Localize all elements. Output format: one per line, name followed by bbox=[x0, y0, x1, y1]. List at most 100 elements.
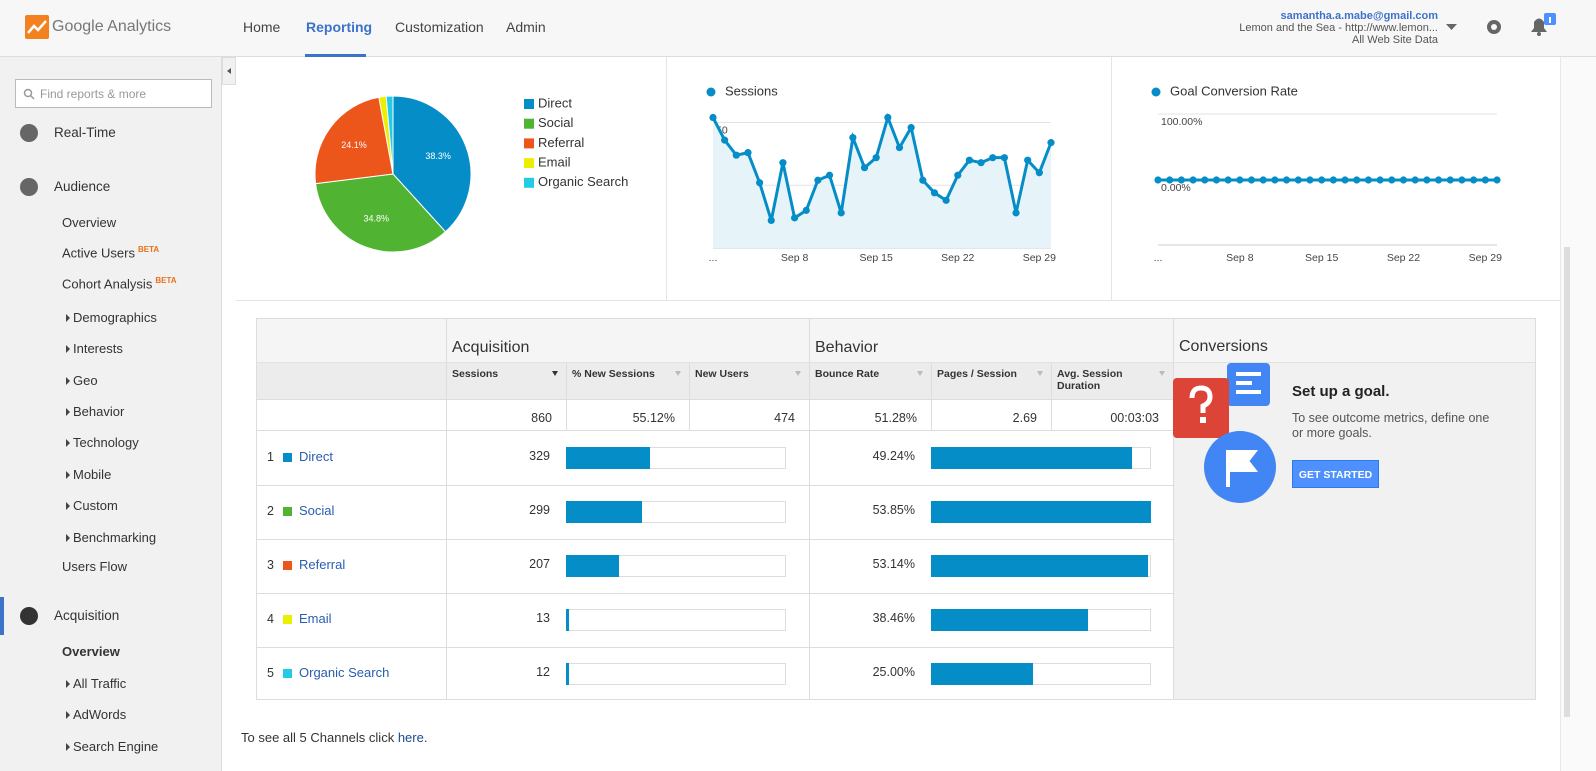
search-box[interactable]: Find reports & more bbox=[15, 79, 212, 108]
table: Acquisition Behavior Conversions Sessions 86… bbox=[256, 318, 1536, 700]
section-label[interactable]: Audience bbox=[54, 179, 111, 194]
nav-link-label[interactable]: Technology bbox=[73, 435, 139, 450]
rank: 3 bbox=[267, 558, 274, 572]
row-swatch bbox=[283, 453, 292, 462]
nav-item[interactable]: Admin bbox=[506, 19, 546, 35]
nav-link[interactable]: Overview bbox=[62, 215, 116, 230]
nav-item[interactable]: Customization bbox=[395, 19, 484, 35]
column-header[interactable]: Bounce Rate bbox=[815, 368, 880, 380]
total-value: 2.69 bbox=[1012, 411, 1037, 425]
row-swatch bbox=[283, 615, 292, 624]
nav-link-label[interactable]: Active Users bbox=[62, 245, 135, 261]
total-value: 51.28% bbox=[874, 411, 917, 425]
nav-link[interactable]: AdWords bbox=[73, 707, 126, 722]
col-divider bbox=[446, 319, 447, 699]
column-header[interactable]: Sessions bbox=[452, 368, 499, 380]
settings-icon[interactable] bbox=[1484, 17, 1504, 37]
bar bbox=[931, 609, 1089, 631]
account-email[interactable]: samantha.a.mabe@gmail.com bbox=[1280, 10, 1438, 22]
account-dropdown[interactable] bbox=[1446, 24, 1457, 31]
subheader-bg bbox=[257, 363, 1173, 399]
conversions-bg bbox=[1173, 363, 1535, 699]
section-label[interactable]: Real-Time bbox=[54, 125, 116, 140]
nav-link-label[interactable]: Users Flow bbox=[62, 559, 128, 574]
sort-arrow[interactable] bbox=[1159, 371, 1165, 376]
nav-link[interactable]: Overview bbox=[62, 644, 120, 659]
nav-link-label[interactable]: Interests bbox=[73, 341, 123, 356]
nav-link-label[interactable]: Custom bbox=[73, 498, 118, 513]
nav-link[interactable]: Active Users BETA bbox=[62, 245, 159, 260]
divider bbox=[1111, 57, 1112, 301]
logo-text: Google Analytics bbox=[52, 18, 172, 35]
sessions: 299 bbox=[529, 503, 550, 517]
column-header[interactable]: New Users bbox=[695, 368, 749, 380]
nav-link-label[interactable]: Geo bbox=[73, 373, 98, 388]
nav-link[interactable]: Behavior bbox=[73, 404, 124, 419]
bar bbox=[931, 555, 1149, 577]
sort-arrow[interactable] bbox=[917, 371, 923, 376]
notifications-icon[interactable] bbox=[1527, 12, 1557, 38]
get-started-button[interactable]: GET STARTED bbox=[1292, 460, 1379, 488]
channel-link[interactable]: Referral bbox=[299, 557, 346, 572]
nav-link[interactable]: Custom bbox=[73, 498, 118, 513]
col-divider bbox=[809, 319, 810, 699]
nav-link-label[interactable]: Mobile bbox=[73, 467, 112, 482]
nav-link[interactable]: Interests bbox=[73, 341, 123, 356]
nav-link[interactable]: Geo bbox=[73, 373, 98, 388]
nav-link[interactable]: Cohort Analysis BETA bbox=[62, 276, 177, 291]
nav-link-label[interactable]: AdWords bbox=[73, 707, 127, 722]
nav-link-label[interactable]: All Traffic bbox=[73, 676, 127, 691]
nav-link-label[interactable]: Overview bbox=[62, 644, 120, 659]
nav-link[interactable]: Search Engine bbox=[73, 739, 158, 754]
nav-link-label[interactable]: Search Engine bbox=[73, 739, 159, 754]
nav-link-label[interactable]: Benchmarking bbox=[73, 530, 157, 545]
account-view[interactable]: All Web Site Data bbox=[1351, 34, 1438, 46]
nav-link-label[interactable]: Cohort Analysis bbox=[62, 276, 153, 292]
expand-arrow bbox=[66, 743, 70, 751]
channel-link[interactable]: Email bbox=[299, 611, 332, 626]
charts-panel bbox=[236, 57, 1560, 301]
nav-link-label[interactable]: Behavior bbox=[73, 404, 125, 419]
channel-link[interactable]: Social bbox=[299, 503, 335, 518]
scroll-thumb[interactable] bbox=[1564, 247, 1570, 717]
channel-link[interactable]: Direct bbox=[299, 449, 333, 464]
bar bbox=[566, 609, 570, 631]
badge: BETA bbox=[155, 276, 177, 285]
column-header[interactable]: Pages / Session bbox=[937, 368, 1017, 380]
scrollbar[interactable] bbox=[1560, 57, 1596, 771]
sidebar-toggle[interactable] bbox=[222, 57, 236, 85]
selected-marker bbox=[0, 597, 4, 635]
nav-link[interactable]: Demographics bbox=[73, 310, 157, 325]
nav-link[interactable]: All Traffic bbox=[73, 676, 126, 691]
column-header[interactable]: % New Sessions bbox=[572, 368, 655, 380]
nav-link[interactable]: Benchmarking bbox=[73, 530, 156, 545]
nav-item[interactable]: Reporting bbox=[306, 19, 373, 35]
nav-link-label[interactable]: Demographics bbox=[73, 310, 157, 325]
bar bbox=[931, 447, 1133, 469]
sort-arrow[interactable] bbox=[1037, 371, 1043, 376]
bounce-rate: 49.24% bbox=[872, 449, 915, 463]
sort-arrow[interactable] bbox=[675, 371, 681, 376]
footer-link[interactable]: here bbox=[397, 730, 424, 745]
footer-end: . bbox=[423, 730, 428, 745]
nav-link[interactable]: Mobile bbox=[73, 467, 111, 482]
rank: 2 bbox=[267, 504, 274, 518]
nav-item[interactable]: Home bbox=[243, 19, 281, 35]
nav-link-label[interactable]: Overview bbox=[62, 215, 117, 230]
sort-arrow[interactable] bbox=[552, 371, 558, 376]
column-header[interactable]: Avg. Session Duration bbox=[1057, 368, 1123, 392]
channel-link[interactable]: Organic Search bbox=[299, 665, 390, 680]
sessions: 13 bbox=[536, 611, 550, 625]
rank: 5 bbox=[267, 666, 274, 680]
account-property[interactable]: Lemon and the Sea - http://www.lemon... bbox=[1239, 22, 1438, 34]
group-header: Acquisition bbox=[452, 339, 530, 356]
sort-arrow[interactable] bbox=[795, 371, 801, 376]
nav-link[interactable]: Users Flow bbox=[62, 559, 127, 574]
nav-link[interactable]: Technology bbox=[73, 435, 139, 450]
col-divider bbox=[689, 363, 690, 431]
section-label[interactable]: Acquisition bbox=[54, 608, 120, 623]
bounce-rate: 38.46% bbox=[872, 611, 915, 625]
expand-arrow bbox=[66, 680, 70, 688]
nav-underline bbox=[305, 54, 366, 57]
